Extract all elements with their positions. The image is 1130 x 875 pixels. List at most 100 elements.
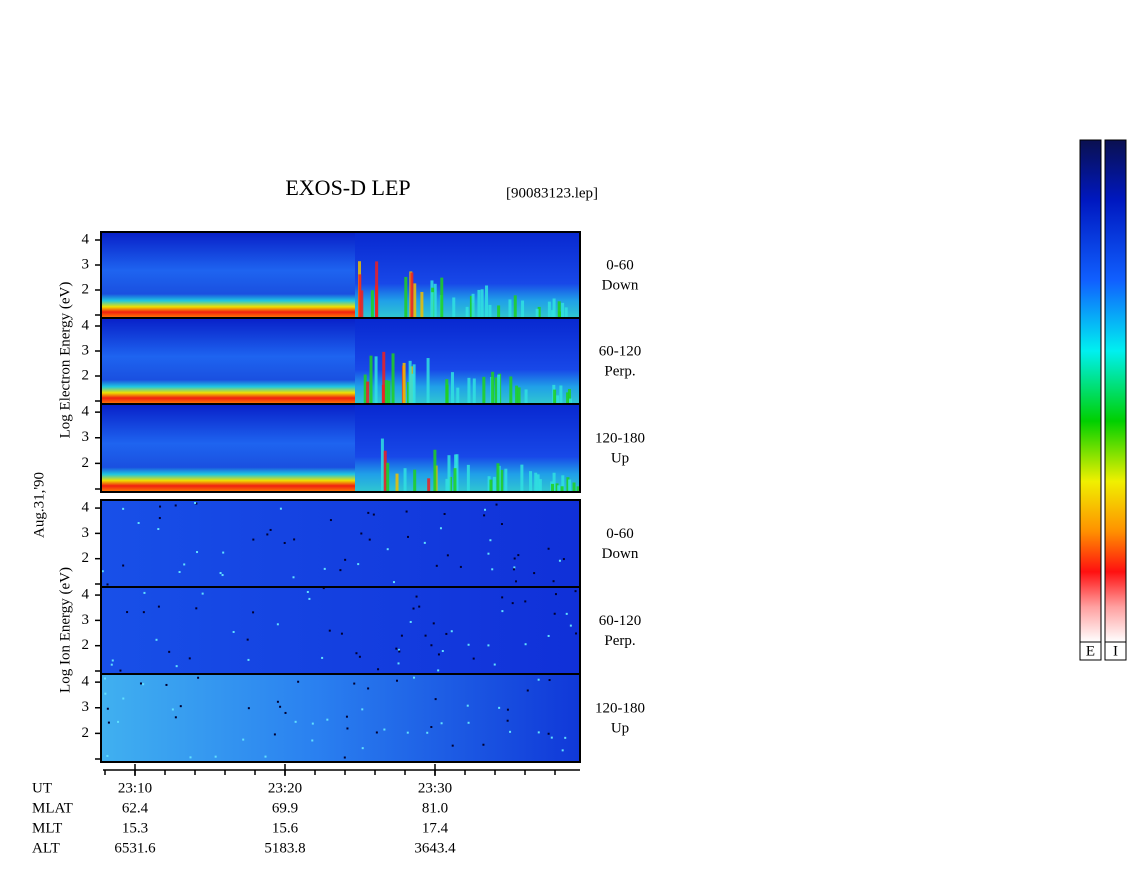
spectrogram-texture bbox=[459, 565, 462, 568]
spectrogram-texture bbox=[517, 554, 520, 557]
direction-label: Up bbox=[611, 450, 629, 466]
y-tick-label: 2 bbox=[82, 281, 90, 297]
spectrogram-texture bbox=[551, 310, 555, 318]
spectrogram-texture bbox=[497, 305, 501, 318]
spectrogram-texture bbox=[391, 353, 395, 404]
spectrogram-texture bbox=[406, 535, 409, 538]
spectrogram-texture bbox=[565, 612, 568, 615]
spectrogram-texture bbox=[155, 638, 158, 641]
row-value: 23:30 bbox=[418, 780, 452, 796]
spectrogram-texture bbox=[433, 449, 437, 492]
spectrogram-texture bbox=[452, 297, 456, 318]
spectrogram-texture bbox=[445, 379, 449, 404]
spectrogram-texture bbox=[168, 650, 171, 653]
spectrogram-texture bbox=[104, 692, 107, 695]
spectrogram-texture bbox=[157, 605, 160, 608]
row-name: MLAT bbox=[32, 800, 73, 816]
spectrogram-texture bbox=[467, 721, 470, 724]
colorbar-box bbox=[1104, 641, 1127, 661]
y-tick-label: 2 bbox=[82, 455, 90, 471]
spectrogram-texture bbox=[455, 454, 459, 492]
spectrogram-texture bbox=[567, 388, 571, 404]
spectrogram-texture bbox=[384, 380, 388, 404]
spectrogram-texture bbox=[430, 644, 433, 647]
spectrogram-texture bbox=[517, 387, 521, 404]
spectrogram-texture bbox=[383, 728, 386, 731]
spectrogram-texture bbox=[498, 706, 501, 709]
spectrogram-texture bbox=[437, 669, 440, 672]
file-name: [90083123.lep] bbox=[506, 185, 598, 201]
spectrogram-texture bbox=[524, 600, 527, 603]
spectrogram-texture bbox=[374, 356, 378, 404]
spectrogram-texture bbox=[552, 472, 556, 492]
spectrogram-texture bbox=[269, 528, 272, 531]
spectrogram-texture bbox=[535, 308, 539, 318]
spectrogram-texture bbox=[574, 590, 577, 593]
spectrogram-texture bbox=[158, 517, 161, 520]
spectrogram-texture bbox=[222, 551, 225, 554]
spectrogram-texture bbox=[538, 479, 542, 492]
spectrogram-texture bbox=[509, 376, 513, 404]
spectrogram-texture bbox=[383, 450, 387, 492]
spectrogram-texture bbox=[408, 360, 412, 404]
spectrogram-texture bbox=[142, 611, 145, 614]
date-label: Aug.31,'90 bbox=[31, 472, 47, 538]
spectrogram-texture bbox=[294, 720, 297, 723]
spectrogram-texture bbox=[165, 683, 168, 686]
spectrogram-texture bbox=[122, 507, 125, 510]
spectrogram-texture bbox=[411, 373, 415, 404]
spectrogram-texture bbox=[137, 522, 140, 525]
spectrogram-texture bbox=[482, 376, 486, 404]
spectrogram-texture bbox=[526, 689, 529, 692]
pitch-label: 120-180 bbox=[595, 700, 645, 716]
spectrogram-texture bbox=[353, 682, 356, 685]
spectrogram-texture bbox=[487, 476, 491, 492]
spectrogram-texture bbox=[232, 630, 235, 633]
spectrogram-texture bbox=[447, 455, 451, 492]
spectrogram-texture bbox=[321, 656, 324, 659]
spectrogram-texture bbox=[566, 392, 570, 404]
spectrogram-texture bbox=[339, 569, 342, 572]
spectrogram-texture bbox=[292, 576, 295, 579]
spectrogram-texture bbox=[279, 705, 282, 708]
spectrogram-texture bbox=[487, 644, 490, 647]
colorbar: E I bbox=[1079, 139, 1127, 661]
spectrogram-texture bbox=[174, 504, 177, 507]
spectrogram-texture bbox=[247, 707, 250, 710]
spectrogram-texture bbox=[410, 272, 414, 318]
spectrogram-texture bbox=[117, 720, 120, 723]
panel-frame bbox=[100, 403, 581, 493]
spectrogram-texture bbox=[264, 755, 267, 758]
spectrogram-texture bbox=[398, 648, 401, 651]
spectrogram-texture bbox=[106, 583, 109, 586]
spectrogram-texture bbox=[382, 351, 386, 404]
spectrogram-texture bbox=[395, 679, 398, 682]
spectrogram-texture bbox=[395, 647, 398, 650]
spectrogram-texture bbox=[405, 510, 408, 513]
spectrogram-texture bbox=[561, 302, 565, 318]
spectrogram-texture bbox=[534, 472, 538, 492]
spectrogram-texture bbox=[537, 678, 540, 681]
spectrogram-texture bbox=[557, 301, 561, 318]
spectrogram-texture bbox=[407, 382, 411, 404]
spectrogram-texture bbox=[432, 622, 435, 625]
spectrogram-texture bbox=[566, 477, 570, 492]
spectrogram-texture bbox=[361, 747, 364, 750]
spectrogram-texture bbox=[194, 501, 197, 504]
spectrogram-texture bbox=[434, 698, 437, 701]
row-value: 5183.8 bbox=[264, 840, 305, 856]
spectrogram-texture bbox=[558, 559, 561, 562]
row-value: 15.6 bbox=[272, 820, 299, 836]
colorbar-label: I bbox=[1113, 643, 1118, 659]
spectrogram-texture bbox=[562, 558, 565, 561]
spectrogram-texture bbox=[488, 304, 492, 318]
spectrogram-texture bbox=[252, 611, 255, 614]
y-tick-label: 4 bbox=[82, 500, 90, 516]
row-value: 23:20 bbox=[268, 780, 302, 796]
y-tick-label: 2 bbox=[82, 725, 90, 741]
spectrogram-texture bbox=[491, 371, 495, 404]
spectrogram-texture bbox=[242, 738, 245, 741]
spectrogram-texture bbox=[306, 590, 309, 593]
spectrogram-texture bbox=[214, 755, 217, 758]
y-tick-label: 3 bbox=[82, 429, 90, 445]
